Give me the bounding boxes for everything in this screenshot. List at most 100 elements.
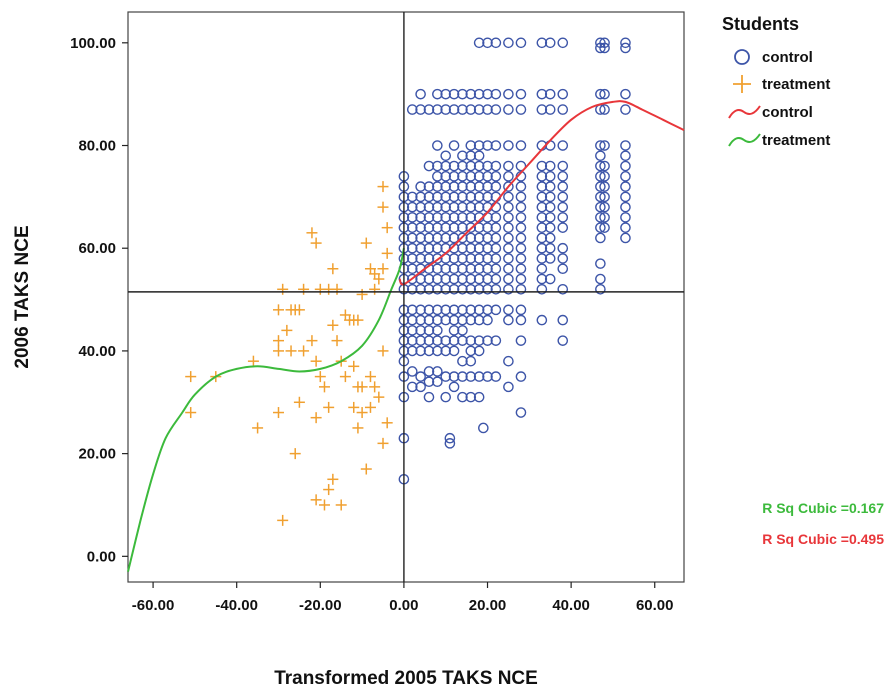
x-tick-label: 60.00	[636, 597, 674, 614]
treatment-point	[306, 227, 318, 239]
control-point	[515, 253, 527, 264]
control-point	[544, 191, 556, 203]
control-point	[503, 273, 514, 285]
treatment-point	[252, 422, 264, 434]
control-point	[482, 314, 493, 326]
control-point	[457, 201, 468, 213]
control-point	[473, 242, 485, 254]
control-point	[432, 222, 443, 233]
treatment-point	[281, 324, 293, 336]
r-squared-treatment-annotation: R Sq Cubic =0.167	[762, 500, 884, 516]
control-point	[423, 314, 435, 326]
treatment-point	[369, 381, 381, 393]
control-point	[515, 201, 527, 213]
control-point	[557, 253, 569, 264]
control-point	[406, 104, 418, 115]
control-point	[557, 222, 569, 233]
control-point	[432, 335, 443, 346]
control-point	[432, 181, 443, 192]
treatment-point	[381, 247, 393, 259]
control-point	[465, 371, 477, 382]
x-axis-ticks: -60.00 -40.00 -20.00 0.00 20.00 40.00 60.00	[132, 582, 674, 614]
control-point	[536, 104, 548, 115]
control-point	[440, 88, 452, 100]
control-point	[440, 171, 452, 182]
control-point	[557, 37, 569, 49]
control-point	[557, 314, 569, 326]
control-point	[448, 201, 460, 213]
control-point	[415, 345, 426, 357]
treatment-point	[377, 263, 389, 275]
control-point	[432, 253, 443, 264]
control-point	[465, 104, 477, 115]
control-point	[544, 37, 556, 49]
control-point	[473, 150, 485, 162]
control-point	[557, 181, 569, 192]
control-point	[432, 314, 443, 326]
control-point	[620, 37, 631, 49]
control-point	[490, 304, 502, 316]
control-point	[406, 314, 418, 326]
control-point	[482, 242, 493, 254]
control-point	[473, 304, 485, 316]
control-point	[465, 263, 477, 275]
control-point	[599, 37, 610, 49]
control-point	[448, 283, 460, 295]
control-point	[423, 345, 435, 357]
control-point	[448, 104, 460, 115]
control-point	[457, 263, 468, 275]
control-point	[599, 42, 610, 54]
control-point	[423, 283, 435, 295]
control-point	[440, 273, 452, 285]
control-point	[432, 88, 443, 100]
control-point	[595, 171, 606, 182]
control-point	[595, 283, 606, 295]
legend-control-label: control	[762, 49, 813, 66]
control-point	[457, 314, 468, 326]
control-point	[415, 242, 426, 254]
control-point	[457, 104, 468, 115]
control-point	[473, 345, 485, 357]
control-point	[595, 191, 606, 203]
control-point	[465, 160, 477, 172]
legend-control-marker	[734, 49, 750, 65]
legend-treatment-fit-line	[728, 133, 761, 147]
control-point	[557, 242, 569, 254]
control-point	[536, 191, 548, 203]
treatment-point	[327, 473, 339, 485]
control-point	[432, 160, 443, 172]
treatment-point	[327, 319, 339, 331]
control-point	[465, 201, 477, 213]
legend-control-fit-label: control	[762, 104, 813, 121]
control-point	[490, 283, 502, 295]
treatment-point	[348, 360, 360, 372]
control-point	[406, 232, 418, 244]
control-point	[432, 366, 443, 377]
control-point	[557, 283, 569, 295]
control-point	[423, 212, 435, 223]
control-point	[503, 253, 514, 264]
control-point	[465, 242, 477, 254]
control-point	[473, 181, 485, 192]
control-point	[473, 232, 485, 244]
legend-title: Students	[722, 14, 799, 34]
control-point	[595, 222, 606, 233]
treatment-point	[285, 304, 297, 316]
control-point	[448, 242, 460, 254]
control-point	[620, 42, 631, 54]
control-point	[503, 88, 514, 100]
control-point	[490, 104, 502, 115]
control-point	[482, 253, 493, 264]
control-point	[415, 191, 426, 203]
control-fit-curve	[398, 100, 685, 286]
control-point	[478, 422, 489, 434]
control-point	[465, 88, 477, 100]
control-point	[490, 242, 502, 254]
control-point	[457, 391, 468, 403]
control-point	[423, 201, 435, 213]
treatment-point	[369, 283, 381, 295]
control-point	[457, 335, 468, 346]
control-point	[440, 150, 452, 162]
control-point	[490, 335, 502, 346]
